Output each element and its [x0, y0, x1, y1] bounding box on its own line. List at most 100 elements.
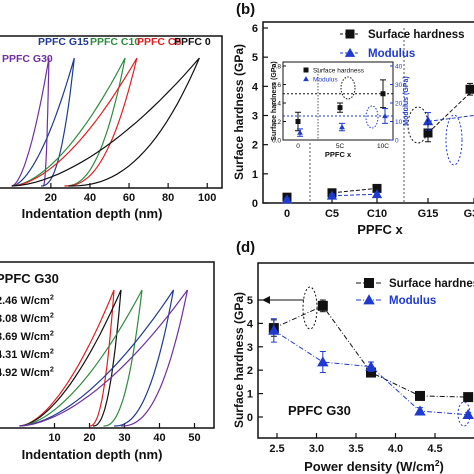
panel-b-legend-modulus: Modulus: [368, 48, 415, 60]
inset-ytick-right-label: 10: [395, 119, 403, 126]
panel-b-ytick-label: 6: [252, 23, 258, 35]
panel-a-legend-0: PPFC G30: [2, 53, 53, 65]
panel-b-xtick-label: G15: [418, 208, 439, 220]
inset-ylabel-left: Surface hardness (GPa): [271, 61, 278, 140]
panel-b-ytick-label: 3: [252, 111, 258, 123]
panel-b-xtick-label: 0: [284, 208, 290, 220]
panel-d-ytick-label: 0: [247, 412, 253, 424]
panel-d: 0 1 2 3 4 5 2.5 3.0 3.5 4.0 4.5 Power density (W/cm…: [232, 239, 474, 474]
panel-d-xtick-label: 3.0: [309, 443, 324, 455]
panel-d-line-hardness: [273, 305, 469, 398]
panel-d-legend-marker-hardness: [364, 278, 374, 288]
panel-b-point-modulus: [281, 194, 293, 204]
panel-c-legend-1: 3.08 W/cm2: [0, 312, 54, 325]
inset-legend-marker-hardness: [303, 67, 309, 73]
panel-b-point-hardness: [372, 183, 382, 193]
panel-d-legend-modulus: Modulus: [389, 295, 436, 307]
panel-a-curve-C5: [11, 57, 138, 187]
panel-c-curve-2.46: [19, 289, 115, 427]
inset-ytick-left-label: 0.6: [272, 82, 281, 89]
inset-xtick-label: 10C: [377, 143, 389, 150]
panel-c-xtick-label: 20: [83, 432, 95, 444]
panel-d-arrow-head: [262, 296, 270, 304]
panel-a-legend-4: PPFC 0: [174, 36, 211, 48]
panel-d-xtick-label: 4.0: [388, 443, 403, 455]
panel-d-point-modulus: [462, 408, 474, 419]
panel-b: 0 1 2 3 4 5 6 0 C5 C10 G15 G30 PPFC x Surface hardnes…: [232, 1, 474, 237]
panel-c-title: PPFC G30: [0, 271, 59, 286]
panel-d-ytick-label: 2: [247, 365, 253, 377]
panel-a-xtick-label: 20: [45, 192, 57, 204]
panel-c-curve-3.08: [19, 289, 122, 427]
panel-a-xtick-label: 40: [84, 192, 96, 204]
inset-point-hardness: [295, 119, 301, 124]
panel-b-xlabel: PPFC x: [357, 222, 403, 237]
panel-c-legend-4: 4.92 W/cm2: [0, 366, 54, 379]
panel-b-ylabel: Surface hardness (GPa): [232, 44, 246, 180]
panel-b-legend-marker-modulus: [344, 47, 356, 57]
panel-b-ytick-label: 4: [252, 81, 259, 93]
panel-d-label: (d): [236, 239, 255, 256]
inset-legend-modulus: Modulus: [313, 77, 338, 84]
inset-ellipse: [365, 105, 379, 129]
panel-d-point-hardness: [463, 392, 474, 403]
panel-b-ytick-label: 0: [252, 198, 258, 210]
panel-d-point-hardness: [414, 390, 425, 401]
panel-b-modulus-line: [331, 193, 378, 197]
panel-a-legend-2: PPFC C10: [90, 36, 140, 48]
inset-ytick-right-label: 0: [395, 138, 399, 145]
panel-d-ytick-label: 5: [247, 295, 253, 307]
panel-b-ytick-label: 2: [252, 140, 258, 152]
panel-a-curve-G15: [11, 57, 75, 187]
panel-d-point-modulus: [317, 356, 329, 367]
inset-ytick-right-label: 20: [395, 101, 403, 108]
panel-d-frame: [257, 262, 474, 439]
panel-d-point-hardness: [317, 300, 328, 311]
panel-d-ytick-label: 3: [247, 342, 253, 354]
panel-d-legend-marker-modulus: [363, 294, 375, 305]
panel-a-xtick-label: 60: [123, 192, 135, 204]
inset-ytick-left-label: 0.4: [272, 101, 281, 108]
panel-c-xtick-label: 50: [188, 432, 200, 444]
panel-b-label: (b): [236, 1, 255, 18]
panel-d-xlabel: Power density (W/cm2): [304, 458, 444, 474]
panel-b-point-modulus: [326, 190, 338, 200]
panel-c-xlabel: Indentation depth (nm): [22, 447, 163, 462]
panel-d-xtick-label: 2.5: [269, 443, 284, 455]
panel-c-frame: [0, 261, 215, 429]
inset-ytick-left-label: 0.2: [272, 119, 281, 126]
panel-a-curve-0: [11, 57, 200, 187]
inset-xlabel: PPFC x: [325, 150, 352, 159]
panel-b-legend-hardness: Surface hardness: [368, 29, 465, 41]
inset-point-hardness: [380, 91, 386, 97]
panel-a-xtick-label: 80: [162, 192, 174, 204]
inset-ytick-left-label: 0.0: [272, 138, 281, 145]
inset-point-modulus: [297, 129, 303, 135]
panel-a-xlabel: Indentation depth (nm): [22, 206, 163, 221]
panel-d-legend-hardness: Surface hardness: [389, 278, 474, 290]
inset-ytick-right-label: 40: [395, 64, 403, 71]
panel-b-frame: [262, 21, 474, 204]
panel-b-ellipse: [445, 114, 463, 166]
panel-b-hardness-line: [427, 88, 474, 134]
panel-c-legend-2: 3.69 W/cm2: [0, 330, 54, 343]
panel-d-point-modulus: [414, 405, 426, 416]
panel-b-ytick-label: 1: [252, 169, 258, 181]
inset-ytick-right-label: 30: [395, 82, 403, 89]
panel-d-point-modulus: [268, 324, 280, 335]
panel-b-xtick-label: C10: [367, 208, 387, 220]
panel-a-curve-G30: [11, 57, 50, 187]
inset-frame: [282, 61, 394, 141]
inset-ytick-left-label: 0.8: [272, 64, 281, 71]
panel-a: 20 40 60 80 100 Indentation depth (nm) PPFC G3…: [0, 35, 223, 221]
panel-b-ellipse: [407, 106, 429, 144]
panel-d-xtick-label: 3.5: [348, 443, 363, 455]
panel-c-curve-4.31: [19, 289, 175, 427]
panel-c-legend-3: 4.31 W/cm2: [0, 348, 54, 361]
panel-d-ylabel: Surface hardness (GPa): [232, 292, 246, 428]
panel-a-frame: [0, 35, 223, 189]
inset-ellipse: [340, 76, 356, 100]
panel-d-ytick-label: 1: [247, 389, 253, 401]
inset-ylabel-right: Modulus (GPa): [403, 76, 410, 125]
